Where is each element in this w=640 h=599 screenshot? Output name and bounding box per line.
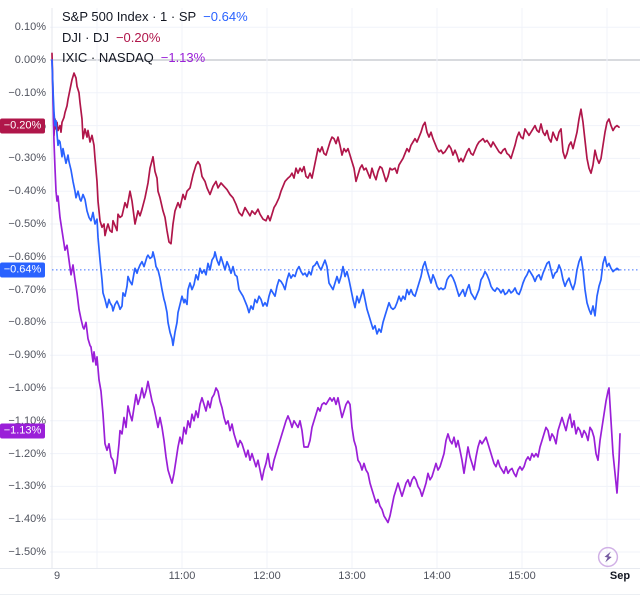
x-tick-label: Sep: [609, 570, 631, 582]
y-tick-label: 0.10%: [14, 21, 46, 34]
lightning-icon[interactable]: [597, 546, 619, 568]
y-tick-label: −0.60%: [8, 250, 46, 263]
series-line-ixic: [51, 59, 621, 524]
x-tick-label: 12:00: [253, 570, 281, 582]
legend-change-value: −0.20%: [115, 29, 161, 45]
x-tick-label: 11:00: [168, 570, 196, 582]
series-line-dji: [51, 52, 620, 245]
y-tick-label: −1.00%: [8, 382, 46, 394]
y-tick-label: −0.40%: [8, 185, 46, 198]
legend-symbol-title: IXIC · NASDAQ: [62, 50, 154, 65]
y-tick-label: −0.80%: [8, 316, 46, 329]
price-badge: −0.20%: [0, 118, 45, 134]
y-tick-label: −1.30%: [8, 480, 46, 493]
legend-row-sp500[interactable]: S&P 500 Index · 1 · SP −0.64%: [62, 7, 248, 28]
y-tick-label: −0.70%: [8, 283, 46, 296]
bottom-border: [0, 594, 640, 595]
price-badge: −0.64%: [0, 262, 45, 278]
time-axis-separator: [0, 568, 640, 569]
legend: S&P 500 Index · 1 · SP −0.64% DJI · DJ −0.…: [62, 7, 248, 69]
x-tick-label: 15:00: [508, 570, 536, 582]
x-tick-label: 14:00: [423, 570, 451, 582]
series-line-sp: [51, 59, 620, 347]
legend-change-value: −0.64%: [203, 9, 248, 24]
y-tick-label: −1.40%: [8, 513, 46, 526]
x-tick-label: 9: [53, 570, 61, 582]
y-tick-label: −1.20%: [8, 447, 46, 460]
price-badge: −1.13%: [0, 423, 45, 439]
legend-symbol-title: DJI · DJ: [62, 29, 109, 45]
legend-row-dji[interactable]: DJI · DJ −0.20%: [62, 28, 248, 49]
legend-row-ixic[interactable]: IXIC · NASDAQ −1.13%: [62, 48, 248, 69]
y-tick-label: −0.30%: [8, 152, 46, 165]
y-tick-label: −0.90%: [8, 349, 46, 362]
y-tick-label: −1.50%: [8, 546, 46, 558]
y-tick-label: −0.10%: [8, 86, 46, 99]
y-tick-label: 0.00%: [14, 54, 46, 66]
x-tick-label: 13:00: [338, 570, 366, 582]
y-tick-label: −0.50%: [8, 218, 46, 230]
legend-symbol-title: S&P 500 Index · 1 · SP: [62, 9, 197, 24]
legend-change-value: −1.13%: [160, 50, 206, 65]
